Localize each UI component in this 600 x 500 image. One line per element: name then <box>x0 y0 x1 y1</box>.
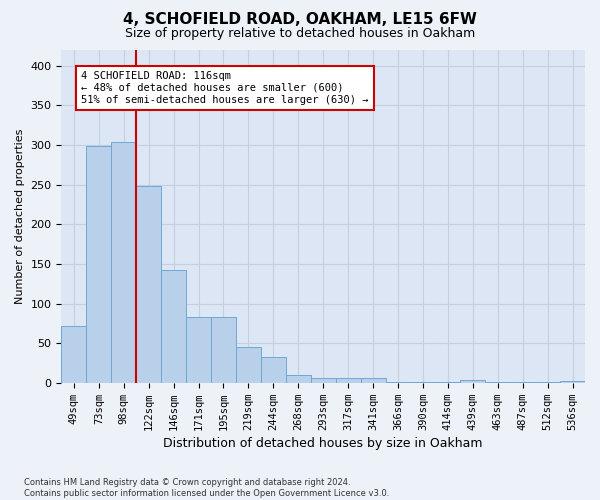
Bar <box>436 382 460 383</box>
Bar <box>186 317 211 383</box>
Bar <box>560 381 585 383</box>
Bar <box>460 380 485 383</box>
Bar <box>311 378 335 383</box>
Text: Size of property relative to detached houses in Oakham: Size of property relative to detached ho… <box>125 28 475 40</box>
Bar <box>86 146 111 383</box>
Bar <box>236 347 261 383</box>
Bar <box>410 382 436 383</box>
Y-axis label: Number of detached properties: Number of detached properties <box>15 128 25 304</box>
Text: Contains HM Land Registry data © Crown copyright and database right 2024.
Contai: Contains HM Land Registry data © Crown c… <box>24 478 389 498</box>
Bar <box>361 378 386 383</box>
Text: 4 SCHOFIELD ROAD: 116sqm
← 48% of detached houses are smaller (600)
51% of semi-: 4 SCHOFIELD ROAD: 116sqm ← 48% of detach… <box>82 72 369 104</box>
Text: 4, SCHOFIELD ROAD, OAKHAM, LE15 6FW: 4, SCHOFIELD ROAD, OAKHAM, LE15 6FW <box>123 12 477 28</box>
X-axis label: Distribution of detached houses by size in Oakham: Distribution of detached houses by size … <box>163 437 483 450</box>
Bar <box>535 382 560 383</box>
Bar <box>386 382 410 383</box>
Bar <box>136 186 161 383</box>
Bar <box>510 382 535 383</box>
Bar <box>211 317 236 383</box>
Bar <box>335 378 361 383</box>
Bar <box>485 382 510 383</box>
Bar <box>111 142 136 383</box>
Bar <box>261 358 286 383</box>
Bar <box>286 375 311 383</box>
Bar <box>61 326 86 383</box>
Bar <box>161 270 186 383</box>
